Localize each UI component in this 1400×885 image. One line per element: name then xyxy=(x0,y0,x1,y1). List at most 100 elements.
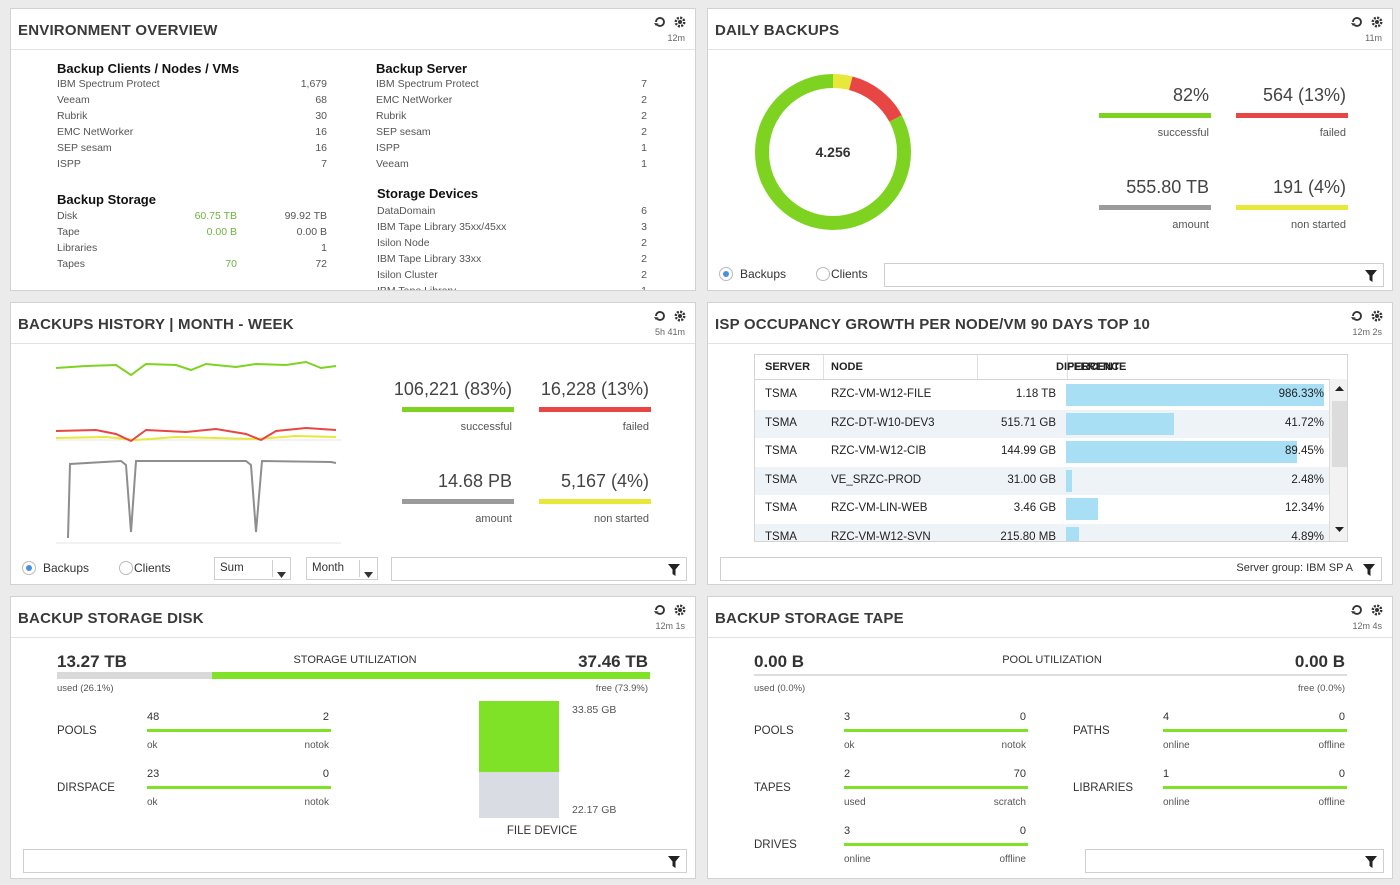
filter-icon xyxy=(1365,856,1377,868)
panel-icons[interactable] xyxy=(1350,603,1386,617)
gauge-value: 1 xyxy=(1163,767,1170,780)
history-sparklines xyxy=(55,360,341,544)
list-cell: Tapes xyxy=(57,257,86,270)
radio[interactable] xyxy=(119,561,133,575)
table-row: TSMA VE_SRZC-PROD 31.00 GB 2.48% xyxy=(755,466,1329,495)
gauge-label: notok xyxy=(1001,740,1026,751)
filter-box[interactable]: Server group: IBM SP A xyxy=(720,557,1382,581)
panel-icons[interactable] xyxy=(653,15,689,34)
panel-icons[interactable] xyxy=(1350,15,1386,34)
panel-title: ENVIRONMENT OVERVIEW xyxy=(18,21,218,39)
panel-icons[interactable] xyxy=(653,309,689,328)
select[interactable]: Month xyxy=(306,557,378,580)
cell-server: TSMA xyxy=(765,530,797,542)
list-cell: 1 xyxy=(321,241,327,254)
list-cell: 1,679 xyxy=(300,77,327,90)
cell-node: RZC-VM-W12-FILE xyxy=(831,388,932,401)
select-divider xyxy=(272,560,273,577)
section-heading: Backup Clients / Nodes / VMs xyxy=(57,60,240,76)
gauge-label: ok xyxy=(844,740,855,751)
line-failed xyxy=(55,426,337,443)
utilization-label: POOL UTILIZATION xyxy=(1002,653,1102,666)
stat-name: failed xyxy=(1319,126,1346,139)
filter-button[interactable] xyxy=(1365,269,1377,287)
donut-center: 4.256 xyxy=(815,144,851,160)
used-bar xyxy=(57,672,212,679)
panel: ENVIRONMENT OVERVIEW 12m Backup Clients / … xyxy=(10,8,696,291)
cell-node: VE_SRZC-PROD xyxy=(831,473,922,486)
scrollbar-graphic[interactable] xyxy=(1330,379,1348,542)
gauge-value: 0 xyxy=(1019,824,1026,837)
stat-underline xyxy=(539,407,651,412)
bar-cell xyxy=(1066,384,1324,406)
stat-underline xyxy=(1099,113,1211,118)
select-text: Month xyxy=(312,562,344,574)
gauge-value: 0 xyxy=(1338,767,1345,780)
panel: DAILY BACKUPS 11m 4.256 82% successful 564 (1… xyxy=(707,8,1393,291)
stat-underline xyxy=(402,499,514,504)
radio-dot xyxy=(26,565,32,571)
table-row: TSMA RZC-VM-LIN-WEB 3.46 GB 12.34% xyxy=(755,495,1329,524)
cell-percent: 41.72% xyxy=(1284,416,1324,429)
cell-server: TSMA xyxy=(765,416,797,429)
panel-icons[interactable] xyxy=(1350,15,1386,29)
panel-icons[interactable] xyxy=(653,603,689,617)
stat-name: successful xyxy=(1157,126,1209,139)
gauge-name: LIBRARIES xyxy=(1073,782,1134,795)
gauge-value: 3 xyxy=(844,824,851,837)
radio[interactable] xyxy=(816,267,830,281)
bar-cell xyxy=(1066,498,1324,520)
filter-box[interactable] xyxy=(391,557,687,581)
filter-button[interactable] xyxy=(668,563,680,581)
used-label: used (26.1%) xyxy=(57,683,114,695)
gauge-label: scratch xyxy=(993,797,1026,808)
filter-button[interactable] xyxy=(1365,855,1377,873)
free-bar xyxy=(211,672,650,679)
list-cell: 2 xyxy=(641,252,647,265)
stat-value: 16,228 (13%) xyxy=(540,379,649,399)
radio-dot xyxy=(723,271,729,277)
list-cell: 1 xyxy=(641,141,647,154)
list-cell: EMC NetWorker xyxy=(376,93,453,106)
percent-bar xyxy=(1066,469,1073,492)
panel-icons[interactable] xyxy=(1350,309,1386,323)
stat-underline xyxy=(1099,205,1211,210)
column-divider xyxy=(823,355,824,379)
percent-bar xyxy=(1066,441,1297,463)
column-header: PERCENT xyxy=(1067,360,1120,373)
header-divider xyxy=(708,49,1392,50)
list-cell: Veeam xyxy=(57,93,90,106)
list-cell: 3 xyxy=(641,220,647,233)
list-cell: 0.00 B xyxy=(206,225,237,238)
radio[interactable] xyxy=(22,561,36,575)
panel-icons[interactable] xyxy=(1350,603,1386,622)
filter-icon xyxy=(1363,564,1375,576)
filter-box[interactable] xyxy=(884,263,1384,287)
panel-icons[interactable] xyxy=(653,15,689,29)
table-row: TSMA RZC-DT-W10-DEV3 515.71 GB 41.72% xyxy=(755,409,1329,438)
gauge-name: POOLS xyxy=(57,725,97,738)
column-header: SERVER xyxy=(765,360,811,373)
line-non-started xyxy=(55,434,337,442)
filter-box[interactable] xyxy=(1085,849,1384,873)
filter-box[interactable] xyxy=(23,849,687,873)
gauge-name: TAPES xyxy=(754,782,791,795)
gauge-value: 0 xyxy=(1338,710,1345,723)
section-heading: Backup Storage xyxy=(57,191,156,207)
gauge-bar xyxy=(844,729,1028,732)
bar-cell xyxy=(1066,526,1324,541)
panel-icons[interactable] xyxy=(653,309,689,323)
stat-name: failed xyxy=(622,420,649,433)
panel-age: 5h 41m xyxy=(654,326,685,337)
cell-node: RZC-DT-W10-DEV3 xyxy=(831,416,935,429)
panel-icons[interactable] xyxy=(653,603,689,622)
filter-button[interactable] xyxy=(1363,563,1375,581)
radio[interactable] xyxy=(719,267,733,281)
panel-icons[interactable] xyxy=(1350,309,1386,328)
select[interactable]: Sum xyxy=(214,557,291,580)
filter-button[interactable] xyxy=(668,855,680,873)
stat-name: non started xyxy=(593,512,649,525)
list-cell: Rubrik xyxy=(376,109,407,122)
used-value: 13.27 TB xyxy=(57,651,127,671)
cell-difference: 3.46 GB xyxy=(1013,502,1056,515)
